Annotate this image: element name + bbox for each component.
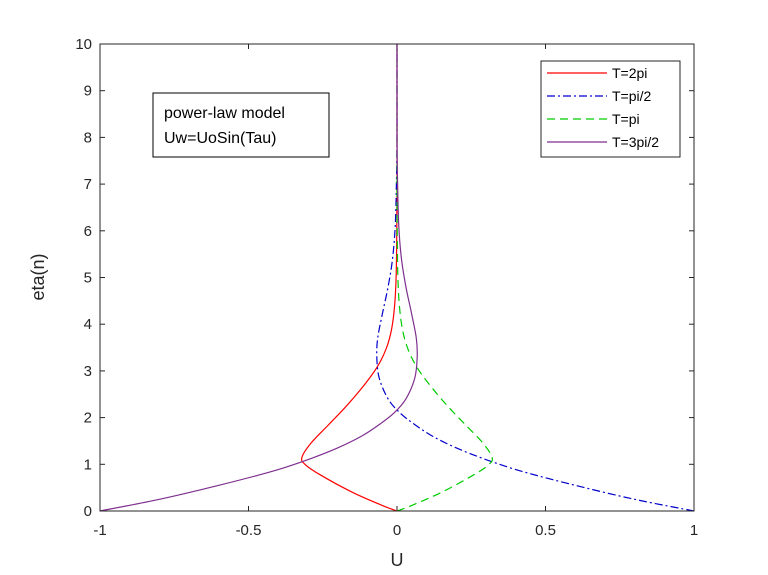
x-tick-label: 1: [690, 522, 698, 539]
series-line-3: [99, 43, 418, 512]
plot-frame: [99, 43, 695, 512]
y-tick-label: 10: [75, 36, 92, 53]
x-tick-label: -1: [93, 522, 106, 539]
annotation-line-1: power-law model: [164, 105, 285, 122]
legend-frame: [540, 60, 681, 158]
y-tick-label: 2: [84, 410, 92, 427]
y-tick-label: 0: [84, 503, 92, 520]
x-axis-label: U: [391, 550, 404, 570]
y-axis-label: eta(n): [28, 253, 48, 300]
legend-label-0: T=2pi: [612, 65, 647, 81]
legend-label-1: T=pi/2: [612, 88, 652, 104]
legend-label-2: T=pi: [612, 111, 640, 127]
y-tick-label: 1: [84, 456, 92, 473]
x-axis-ticks: -1 -0.5 0 0.5 1: [93, 44, 698, 539]
y-tick-label: 9: [84, 83, 92, 100]
x-tick-label: 0: [393, 522, 401, 539]
series-line-2: [396, 43, 494, 512]
y-tick-label: 4: [84, 316, 92, 333]
y-tick-label: 6: [84, 223, 92, 240]
annotation-box: power-law model Uw=UoSin(Tau): [152, 92, 330, 158]
legend: T=2pi T=pi/2 T=pi T=3pi/2: [540, 60, 681, 158]
annotation-frame: [152, 92, 330, 158]
series-layer: [99, 43, 695, 512]
x-tick-label: 0.5: [535, 522, 556, 539]
annotation-line-2: Uw=UoSin(Tau): [164, 130, 276, 147]
series-line-0: [300, 43, 398, 512]
series-line-1: [376, 43, 695, 512]
y-tick-label: 3: [84, 363, 92, 380]
legend-label-3: T=3pi/2: [612, 134, 659, 150]
y-tick-label: 5: [84, 270, 92, 287]
y-tick-label: 7: [84, 176, 92, 193]
x-tick-label: -0.5: [236, 522, 262, 539]
y-tick-label: 8: [84, 129, 92, 146]
